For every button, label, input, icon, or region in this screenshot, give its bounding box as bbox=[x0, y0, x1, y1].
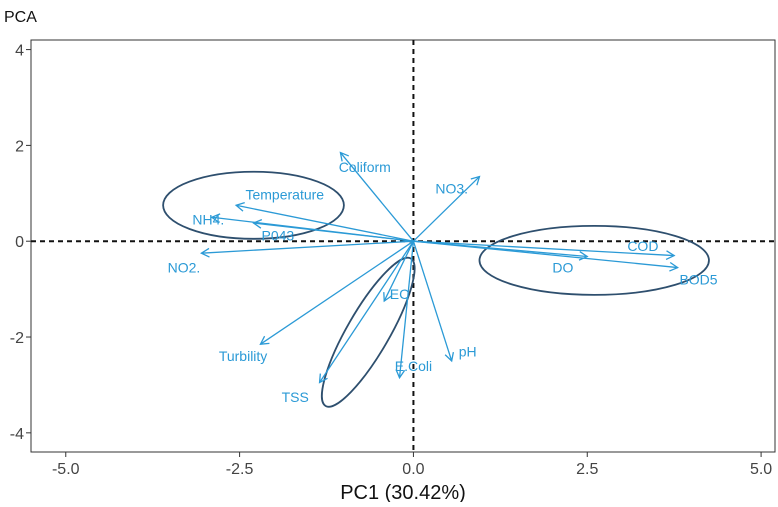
arrowhead-pH bbox=[444, 352, 455, 363]
label-NH4: NH4. bbox=[192, 212, 224, 228]
axis-ticks: -5.0 -2.5 0.0 2.5 5.0 -4 -2 0 2 4 bbox=[10, 43, 773, 478]
plot-panel bbox=[30, 39, 776, 453]
y-tick-label: 4 bbox=[15, 43, 24, 60]
arrow-pH bbox=[412, 241, 453, 362]
arrowhead-COD bbox=[665, 250, 676, 261]
arrowhead-NH4 bbox=[210, 213, 221, 224]
loading-labels: Coliform Temperature NH4. P043 NO2. NO3. COD DO… bbox=[168, 159, 718, 405]
arrowhead-NO2 bbox=[200, 247, 210, 258]
arrow-NO3 bbox=[412, 176, 480, 242]
arrow-Temperature bbox=[235, 204, 414, 242]
arrowhead-TSS bbox=[318, 373, 328, 384]
label-BOD5: BOD5 bbox=[679, 272, 717, 288]
label-TSS: TSS bbox=[282, 389, 309, 405]
x-tick-label: 0.0 bbox=[402, 461, 424, 478]
arrowhead-BOD5 bbox=[669, 261, 680, 272]
loading-arrows bbox=[200, 151, 680, 384]
label-COD: COD bbox=[627, 238, 658, 254]
arrowhead-NO3 bbox=[470, 175, 481, 186]
label-EColi: E.Coli bbox=[395, 358, 432, 374]
label-EC: EC bbox=[390, 286, 409, 302]
x-tick-label: 5.0 bbox=[750, 461, 772, 478]
label-Turbility: Turbility bbox=[219, 348, 268, 364]
arrow-PO43 bbox=[253, 222, 414, 242]
arrow-BOD5 bbox=[413, 240, 678, 269]
y-tick-label: 2 bbox=[15, 138, 24, 155]
arrow-EColi bbox=[398, 241, 415, 378]
ellipse-right-cluster bbox=[478, 224, 710, 296]
x-tick-label: 2.5 bbox=[576, 461, 598, 478]
arrowhead-Turbility bbox=[259, 335, 270, 345]
cluster-ellipses bbox=[162, 170, 710, 408]
arrowhead-PO43 bbox=[252, 219, 263, 229]
label-Temperature: Temperature bbox=[245, 186, 324, 202]
arrowhead-EColi bbox=[395, 369, 406, 380]
y-tick-label: 0 bbox=[15, 234, 24, 251]
y-tick-label: -2 bbox=[10, 330, 24, 347]
ellipse-left-cluster bbox=[162, 170, 345, 240]
x-tick-label: -2.5 bbox=[226, 461, 254, 478]
arrow-TSS bbox=[319, 240, 414, 383]
arrow-EC bbox=[383, 240, 415, 302]
arrowhead-Coliform bbox=[339, 151, 350, 162]
x-tick-label: -5.0 bbox=[52, 461, 80, 478]
arrow-Turbility bbox=[260, 240, 414, 345]
arrow-Coliform bbox=[339, 152, 414, 242]
arrowhead-DO bbox=[578, 251, 589, 261]
arrowhead-EC bbox=[383, 292, 392, 303]
ellipse-middle-cluster bbox=[320, 256, 416, 408]
label-NO2: NO2. bbox=[168, 260, 201, 276]
chart-title: PCA bbox=[4, 9, 37, 26]
arrow-COD bbox=[413, 240, 675, 257]
label-DO: DO bbox=[552, 260, 573, 276]
x-axis-label: PC1 (30.42%) bbox=[340, 482, 466, 502]
arrowhead-Temperature bbox=[234, 201, 245, 212]
arrow-NO2 bbox=[201, 240, 414, 254]
label-Coliform: Coliform bbox=[339, 159, 391, 175]
y-tick-label: -4 bbox=[10, 426, 24, 443]
label-NO3: NO3. bbox=[435, 181, 468, 197]
label-pH: pH bbox=[459, 343, 477, 359]
label-PO43: P043 bbox=[261, 227, 294, 243]
